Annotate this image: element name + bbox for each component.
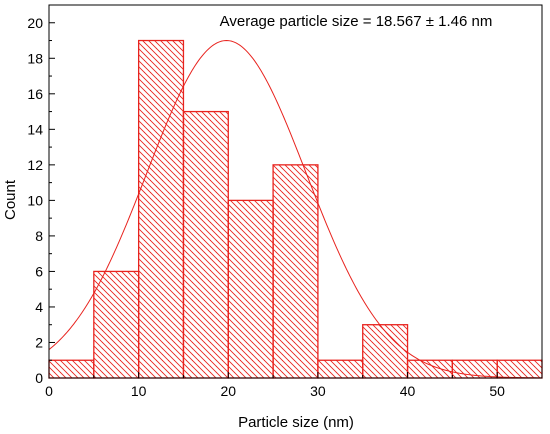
histogram-bar-10 xyxy=(496,359,543,379)
y-tick-label: 0 xyxy=(35,370,43,386)
y-tick-label: 12 xyxy=(27,157,43,173)
y-tick-label: 4 xyxy=(35,299,43,315)
histogram-bar-6 xyxy=(317,359,364,379)
y-tick-label: 10 xyxy=(27,192,43,208)
histogram-bar-1 xyxy=(93,270,140,379)
y-tick-label: 8 xyxy=(35,228,43,244)
x-tick-label: 30 xyxy=(310,383,326,399)
histogram-bars xyxy=(48,39,543,379)
histogram-bar-0 xyxy=(48,359,95,379)
y-tick-label: 16 xyxy=(27,86,43,102)
x-tick-label: 20 xyxy=(220,383,236,399)
histogram-bar-7 xyxy=(362,324,409,379)
x-axis-ticks: 0 10 20 30 40 50 xyxy=(45,372,543,399)
y-tick-label: 14 xyxy=(27,121,43,137)
histogram-bar-8 xyxy=(406,359,454,379)
y-tick-label: 18 xyxy=(27,50,43,66)
x-tick-label: 40 xyxy=(400,383,416,399)
histogram-bar-3 xyxy=(182,110,229,379)
gaussian-fit-curve xyxy=(48,40,543,379)
histogram-bar-5 xyxy=(272,164,319,379)
plot-frame xyxy=(48,4,543,379)
x-axis-title: Particle size (nm) xyxy=(238,414,354,431)
x-tick-label: 50 xyxy=(489,383,505,399)
x-tick-label: 0 xyxy=(45,383,53,399)
y-tick-label: 6 xyxy=(35,263,43,279)
x-tick-label: 10 xyxy=(131,383,147,399)
histogram-bar-2 xyxy=(137,39,185,379)
histogram-bar-4 xyxy=(227,199,274,379)
y-axis-title: Count xyxy=(2,179,19,220)
average-size-annotation: Average particle size = 18.567 ± 1.46 nm xyxy=(220,13,493,30)
y-tick-label: 2 xyxy=(35,334,43,350)
y-tick-label: 20 xyxy=(27,15,43,31)
y-axis-ticks: 0 2 4 6 8 10 12 14 16 18 20 xyxy=(27,4,55,386)
